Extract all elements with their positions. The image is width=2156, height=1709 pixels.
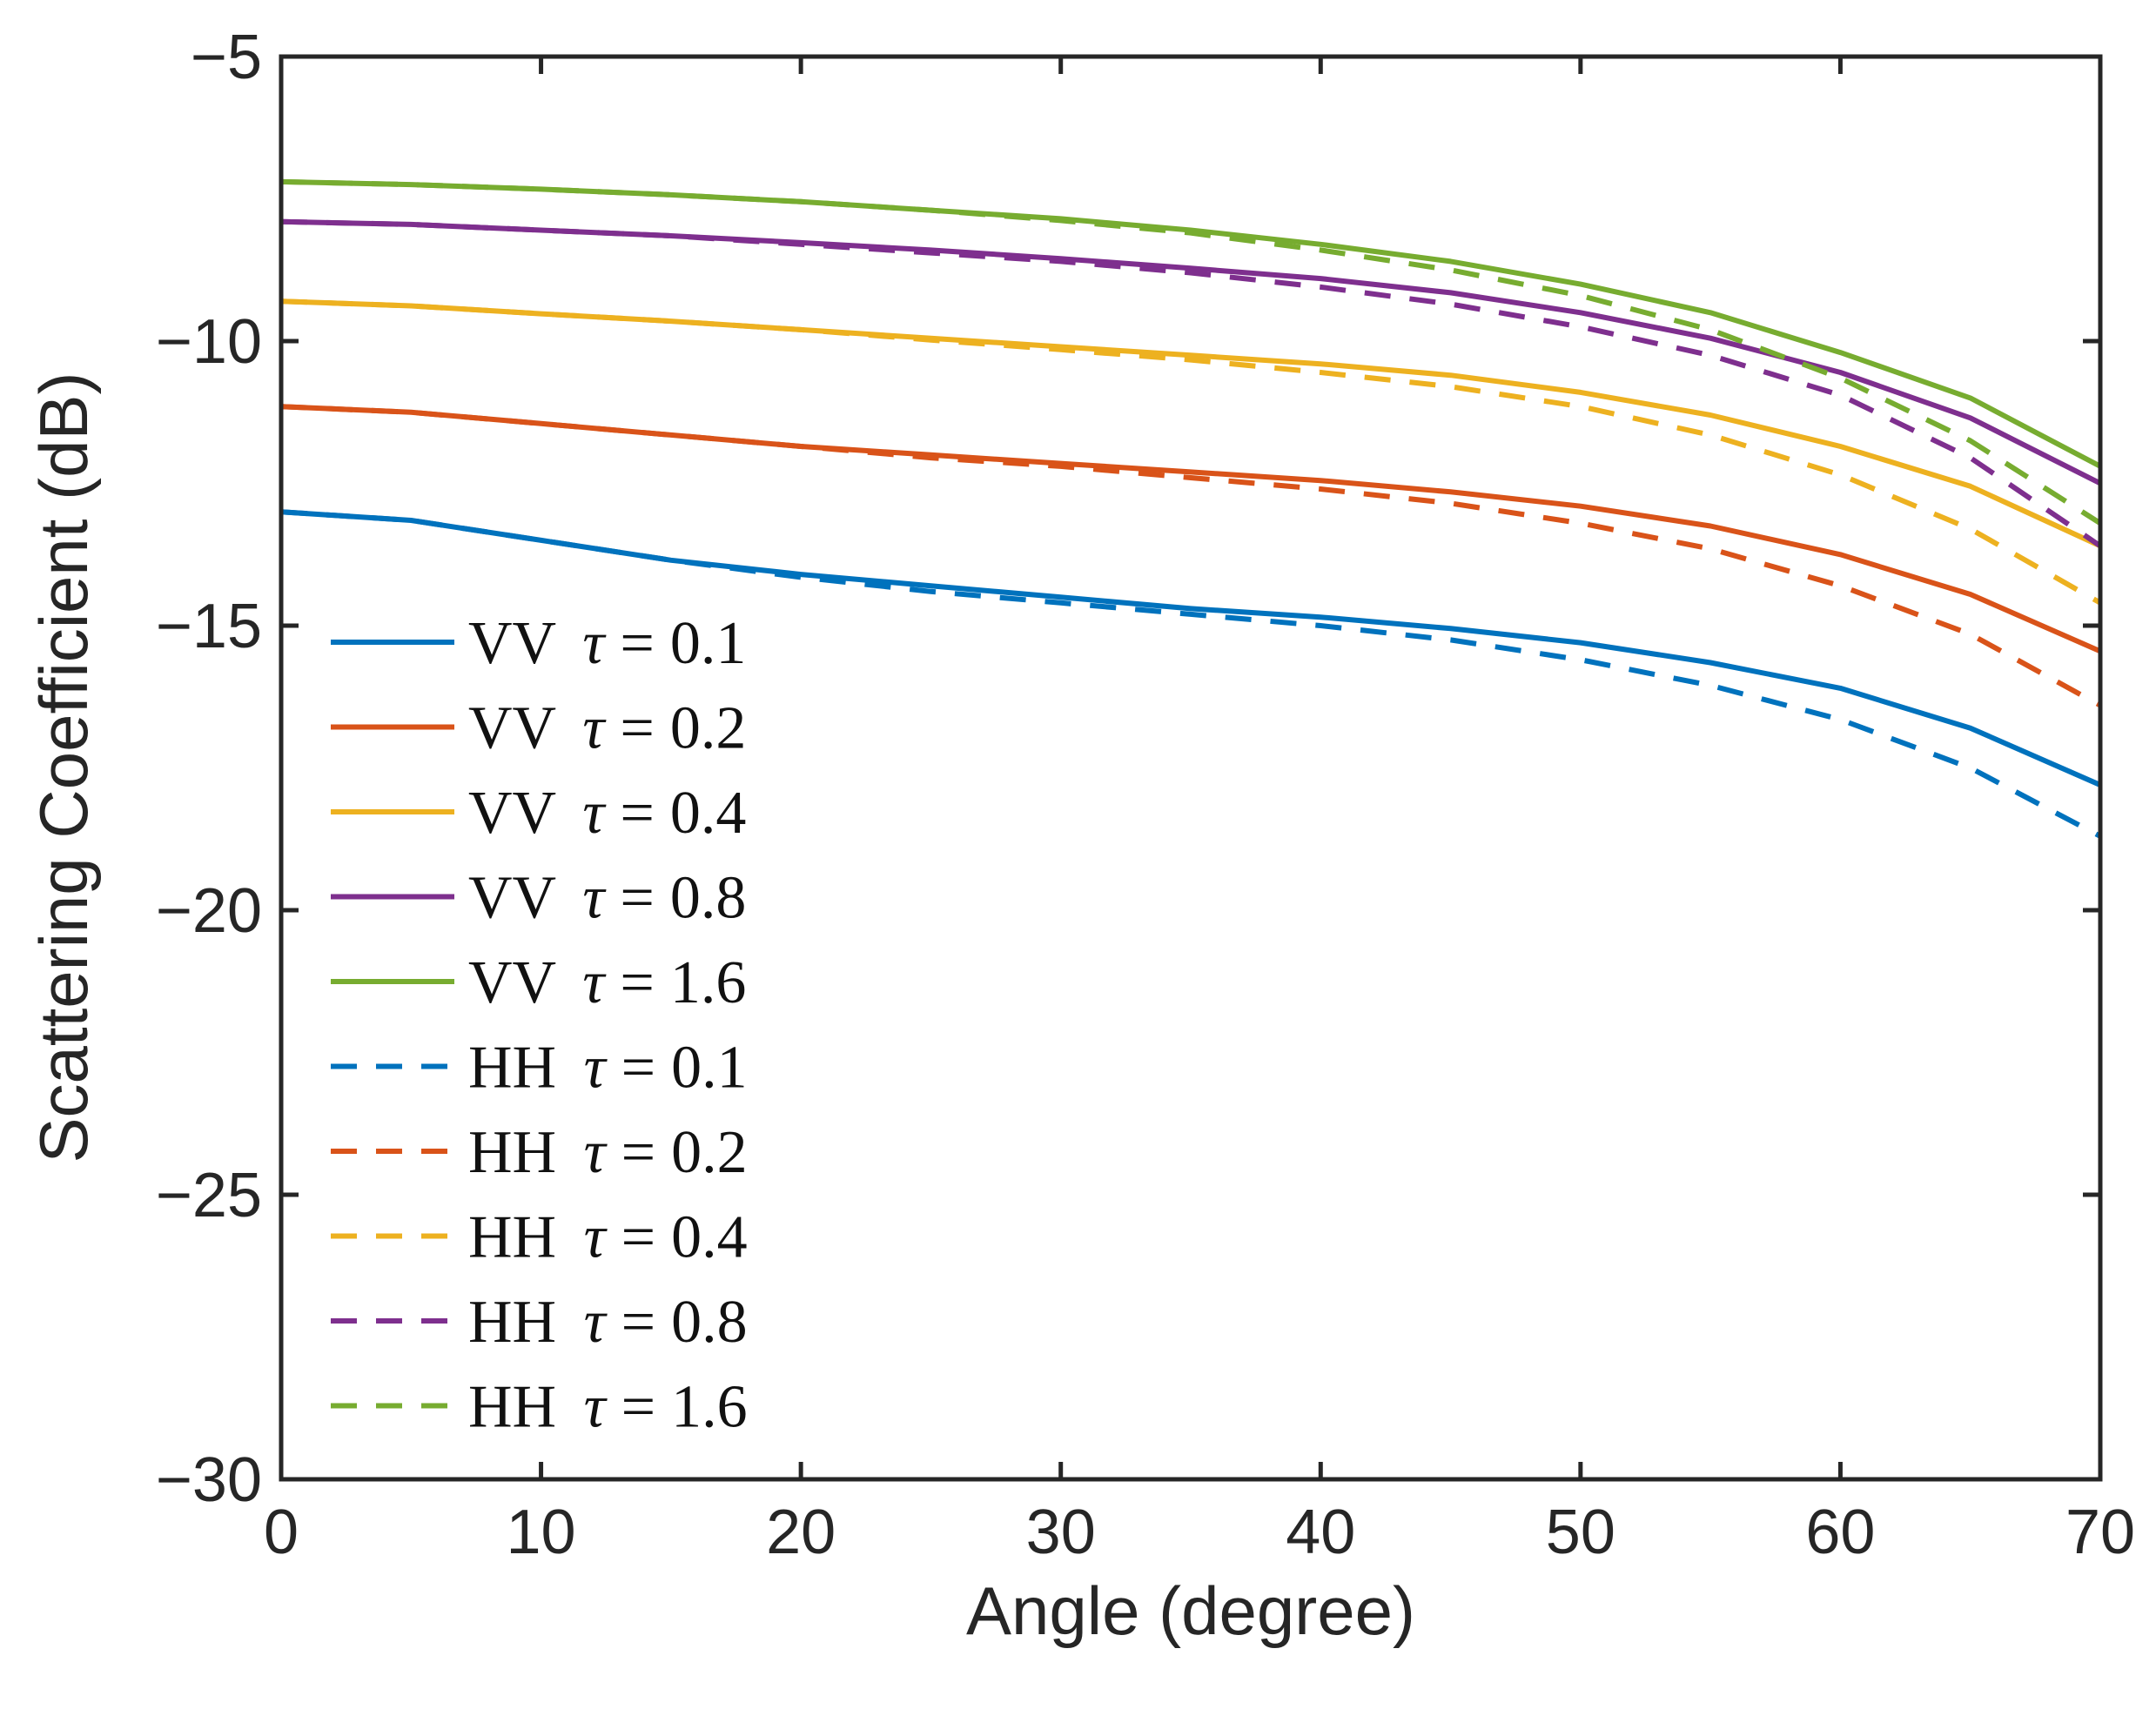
legend-label: VV τ = 0.2 xyxy=(468,695,746,762)
series-line-hh-tau-0-4 xyxy=(280,298,2102,606)
y-axis-label: Scattering Coefficient (dB) xyxy=(25,372,102,1163)
x-tick-label: 10 xyxy=(507,1498,576,1567)
series-line-hh-tau-0-1 xyxy=(280,509,2102,839)
series-line-hh-tau-1-6 xyxy=(280,178,2102,526)
y-tick-label: −30 xyxy=(156,1445,262,1515)
legend-label: HH τ = 0.4 xyxy=(468,1204,748,1271)
y-tick-label: −15 xyxy=(156,592,262,661)
plot-frame xyxy=(279,54,2103,1482)
y-tick-label: −10 xyxy=(156,307,262,377)
series-line-vv-tau-0-4 xyxy=(280,298,2102,549)
legend-label: HH τ = 0.2 xyxy=(468,1119,748,1186)
series-line-hh-tau-0-8 xyxy=(280,218,2102,548)
series-layer xyxy=(280,178,2102,839)
legend-label: HH τ = 0.1 xyxy=(468,1035,748,1102)
x-axis-label: Angle (degree) xyxy=(966,1572,1415,1649)
series-line-vv-tau-0-8 xyxy=(280,218,2102,486)
legend-label: VV τ = 1.6 xyxy=(468,949,746,1016)
x-tick-label: 60 xyxy=(1805,1498,1875,1567)
legend-label: VV τ = 0.8 xyxy=(468,865,746,932)
series-line-vv-tau-0-1 xyxy=(280,509,2102,787)
y-tick-label: −25 xyxy=(156,1161,262,1230)
legend-label: HH τ = 1.6 xyxy=(468,1374,748,1441)
legend-label: HH τ = 0.8 xyxy=(468,1289,748,1356)
tick-layer: 0 10 20 30 40 50 60 70 −5 −10 −15 −20 −25 −30 xyxy=(156,23,2135,1567)
x-tick-label: 40 xyxy=(1286,1498,1355,1567)
legend-label: VV τ = 0.1 xyxy=(468,610,746,677)
x-tick-label: 20 xyxy=(766,1498,836,1567)
x-tick-label: 70 xyxy=(2065,1498,2135,1567)
x-tick-label: 50 xyxy=(1546,1498,1615,1567)
series-line-hh-tau-0-2 xyxy=(280,404,2102,708)
legend-label: VV τ = 0.4 xyxy=(468,780,746,847)
series-line-vv-tau-1-6 xyxy=(280,178,2102,469)
legend: VV τ = 0.1 VV τ = 0.2 VV τ = 0.4 VV τ = 0.8 VV τ = 1.6… xyxy=(331,610,748,1441)
y-tick-label: −5 xyxy=(191,23,262,92)
y-tick-label: −20 xyxy=(156,876,262,946)
series-line-vv-tau-0-2 xyxy=(280,404,2102,654)
x-tick-label: 30 xyxy=(1026,1498,1096,1567)
x-tick-label: 0 xyxy=(264,1498,299,1567)
